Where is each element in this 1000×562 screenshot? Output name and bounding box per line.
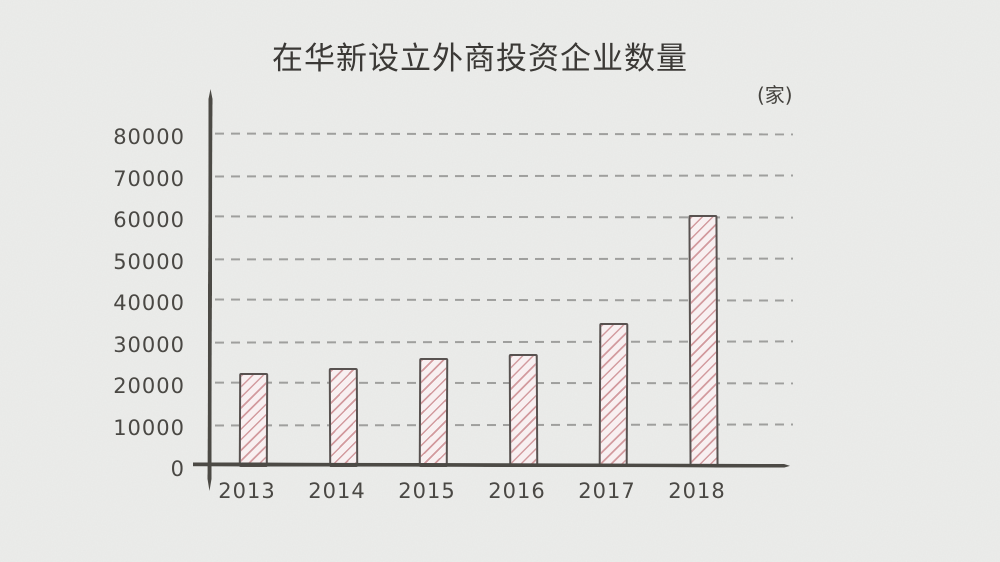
y-tick-label-0: 0 xyxy=(170,457,185,481)
y-tick-label-60000: 60000 xyxy=(113,208,185,232)
y-tick-label-70000: 70000 xyxy=(113,166,185,191)
x-tick-label-2018: 2018 xyxy=(668,479,726,503)
bar-2014 xyxy=(328,368,358,468)
y-tick-label-80000: 80000 xyxy=(113,125,185,149)
gridline-70000 xyxy=(214,173,794,178)
y-tick-label-30000: 30000 xyxy=(113,332,185,357)
y-tick-label-20000: 20000 xyxy=(113,374,185,398)
y-tick-label-10000: 10000 xyxy=(113,415,185,440)
bar-2016 xyxy=(508,353,538,468)
x-tick-label-2014: 2014 xyxy=(308,479,366,503)
bar-2018 xyxy=(687,214,719,468)
bar-2017 xyxy=(598,322,628,468)
y-tick-label-40000: 40000 xyxy=(113,291,185,315)
x-tick-label-2016: 2016 xyxy=(488,479,546,503)
gridline-80000 xyxy=(214,132,794,136)
x-tick-label-2015: 2015 xyxy=(398,479,456,503)
unit-label: (家) xyxy=(757,83,793,107)
x-tick-label-2017: 2017 xyxy=(578,479,636,503)
bar-2013 xyxy=(238,372,268,468)
y-tick-label-50000: 50000 xyxy=(113,249,185,274)
chart-title: 在华新设立外商投资企业数量 xyxy=(272,41,688,77)
bar-2015 xyxy=(418,358,448,468)
y-axis-line xyxy=(207,89,212,491)
x-tick-label-2013: 2013 xyxy=(218,479,276,503)
